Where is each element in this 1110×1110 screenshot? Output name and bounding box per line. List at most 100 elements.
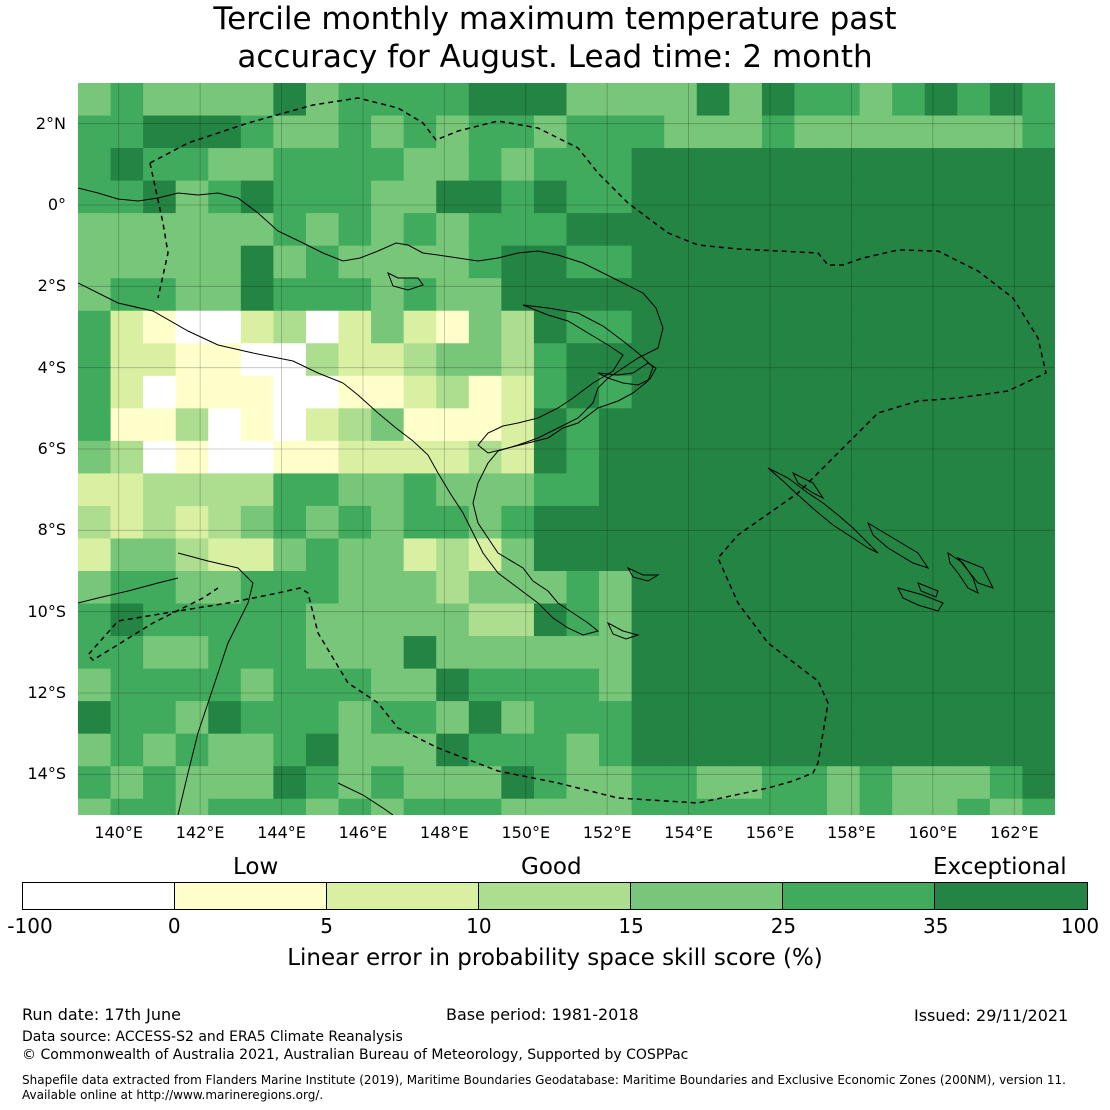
grid-cell bbox=[859, 278, 893, 312]
grid-cell bbox=[696, 83, 730, 117]
grid-cell bbox=[761, 571, 795, 605]
grid-cell bbox=[143, 83, 177, 117]
grid-cell bbox=[208, 343, 242, 377]
grid-cell bbox=[273, 538, 307, 572]
grid-cell bbox=[501, 148, 535, 182]
grid-cell bbox=[957, 766, 991, 800]
map-gridlines bbox=[78, 83, 1055, 815]
grid-cell bbox=[273, 798, 307, 815]
grid-cell bbox=[78, 701, 112, 735]
malaita-coast bbox=[947, 551, 979, 594]
grid-cell bbox=[240, 245, 274, 279]
grid-cell bbox=[859, 148, 893, 182]
grid-cell bbox=[208, 83, 242, 117]
grid-cell bbox=[631, 473, 665, 507]
shapefile-credit-line-1: Shapefile data extracted from Flanders M… bbox=[22, 1073, 1066, 1087]
grid-cell bbox=[566, 278, 600, 312]
grid-cell bbox=[338, 798, 372, 815]
lat-label: 6°S bbox=[37, 439, 66, 458]
grid-cell bbox=[957, 180, 991, 214]
grid-cell bbox=[403, 473, 437, 507]
grid-cell bbox=[989, 148, 1023, 182]
grid-cell bbox=[403, 310, 437, 344]
grid-cell bbox=[403, 505, 437, 539]
grid-cell bbox=[371, 343, 405, 377]
grid-cell bbox=[892, 115, 926, 149]
grid-cell bbox=[501, 310, 535, 344]
grid-cell bbox=[143, 571, 177, 605]
grid-cell bbox=[208, 408, 242, 442]
grid-cell bbox=[403, 83, 437, 117]
grid-cell bbox=[208, 733, 242, 767]
grid-cell bbox=[78, 668, 112, 702]
grid-cell bbox=[110, 310, 144, 344]
lon-label: 144°E bbox=[257, 823, 306, 842]
grid-cell bbox=[143, 310, 177, 344]
grid-cell bbox=[240, 375, 274, 409]
lat-label: 12°S bbox=[27, 683, 66, 702]
grid-cell bbox=[78, 538, 112, 572]
map-panel[interactable] bbox=[78, 83, 1055, 815]
grid-cell bbox=[533, 440, 567, 474]
grid-cell bbox=[468, 115, 502, 149]
grid-cell bbox=[892, 766, 926, 800]
lon-label: 140°E bbox=[94, 823, 144, 842]
grid-cell bbox=[338, 538, 372, 572]
grid-cell bbox=[468, 278, 502, 312]
grid-cell bbox=[892, 278, 926, 312]
grid-cell bbox=[273, 636, 307, 670]
grid-cell bbox=[892, 668, 926, 702]
grid-cell bbox=[599, 148, 633, 182]
grid-cell bbox=[143, 278, 177, 312]
grid-cell bbox=[696, 440, 730, 474]
colorbar-tick-label: 15 bbox=[618, 914, 644, 938]
grid-cell bbox=[599, 408, 633, 442]
grid-cell bbox=[729, 148, 763, 182]
grid-cell bbox=[143, 115, 177, 149]
grid-cell bbox=[501, 375, 535, 409]
grid-cell bbox=[273, 473, 307, 507]
grid-cell bbox=[1022, 83, 1055, 117]
copyright-notice: © Commonwealth of Australia 2021, Austra… bbox=[22, 1047, 689, 1063]
grid-cell bbox=[436, 603, 470, 637]
grid-cell bbox=[729, 668, 763, 702]
grid-cell bbox=[599, 245, 633, 279]
grid-cell bbox=[1022, 733, 1055, 767]
grid-cell bbox=[696, 408, 730, 442]
grid-cell bbox=[110, 278, 144, 312]
grid-cell bbox=[371, 408, 405, 442]
grid-cell bbox=[794, 245, 828, 279]
grid-cell bbox=[827, 310, 861, 344]
grid-cell bbox=[468, 83, 502, 117]
grid-cell bbox=[305, 115, 340, 149]
grid-cell bbox=[208, 571, 242, 605]
grid-cell bbox=[957, 115, 991, 149]
grid-cell bbox=[240, 538, 274, 572]
grid-cell bbox=[501, 83, 535, 117]
grid-cell bbox=[599, 668, 633, 702]
grid-cell bbox=[273, 766, 307, 800]
grid-cell bbox=[338, 213, 372, 247]
grid-cell bbox=[78, 148, 112, 182]
grid-cell bbox=[696, 668, 730, 702]
grid-cell bbox=[143, 375, 177, 409]
guadalcanal-coast bbox=[897, 587, 944, 612]
grid-cell bbox=[273, 310, 307, 344]
grid-cell bbox=[273, 701, 307, 735]
grid-cell bbox=[794, 603, 828, 637]
grid-cell bbox=[761, 603, 795, 637]
grid-cell bbox=[78, 798, 112, 815]
grid-cell bbox=[729, 636, 763, 670]
grid-cell bbox=[436, 571, 470, 605]
grid-cell bbox=[143, 505, 177, 539]
grid-cell bbox=[208, 473, 242, 507]
grid-cell bbox=[827, 571, 861, 605]
grid-cell bbox=[273, 440, 307, 474]
gulf-carpentaria-coast bbox=[78, 577, 179, 604]
grid-cell bbox=[957, 701, 991, 735]
grid-cell bbox=[436, 766, 470, 800]
grid-cell bbox=[533, 505, 567, 539]
grid-cell bbox=[436, 375, 470, 409]
grid-cell bbox=[924, 505, 958, 539]
grid-cell bbox=[533, 278, 567, 312]
